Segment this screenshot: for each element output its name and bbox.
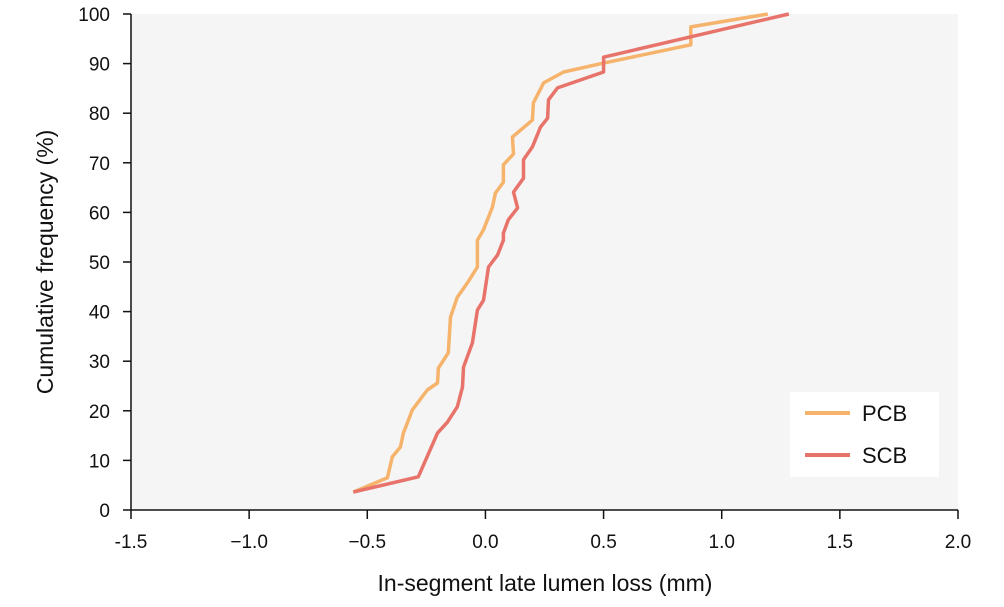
legend-box [790, 392, 939, 477]
y-tick-label: 50 [89, 253, 110, 274]
ticks-layer: 0 10 20 30 40 50 60 70 80 90 100 -1.5 −1.0 −0.5 0.0 0.5… [78, 5, 971, 553]
x-tick-label: 1.0 [709, 532, 735, 553]
x-tick-label: −1.0 [230, 532, 268, 553]
y-tick-label: 100 [78, 5, 110, 26]
y-tick-label: 90 [89, 55, 110, 76]
y-tick-label: 80 [89, 104, 110, 125]
legend: PCB SCB [790, 392, 939, 477]
legend-label-pcb: PCB [862, 401, 907, 426]
legend-label-scb: SCB [862, 443, 907, 468]
x-tick-label: −0.5 [349, 532, 387, 553]
x-tick-label: -1.5 [115, 532, 148, 553]
x-tick-label: 0.0 [472, 532, 498, 553]
y-tick-label: 60 [89, 203, 110, 224]
y-tick-label: 10 [89, 451, 110, 472]
y-axis-label: Cumulative frequency (%) [32, 130, 58, 395]
series-line-pcb [352, 12, 769, 494]
y-tick-label: 20 [89, 402, 110, 423]
x-tick-label: 1.5 [827, 532, 853, 553]
series-layer [352, 12, 790, 494]
series-line-scb [352, 12, 790, 494]
y-tick-label: 40 [89, 303, 110, 324]
x-axis-label: In-segment late lumen loss (mm) [378, 570, 713, 596]
x-tick-label: 0.5 [590, 532, 616, 553]
y-tick-label: 0 [99, 501, 110, 522]
x-tick-label: 2.0 [945, 532, 971, 553]
y-tick-label: 70 [89, 154, 110, 175]
y-tick-label: 30 [89, 352, 110, 373]
